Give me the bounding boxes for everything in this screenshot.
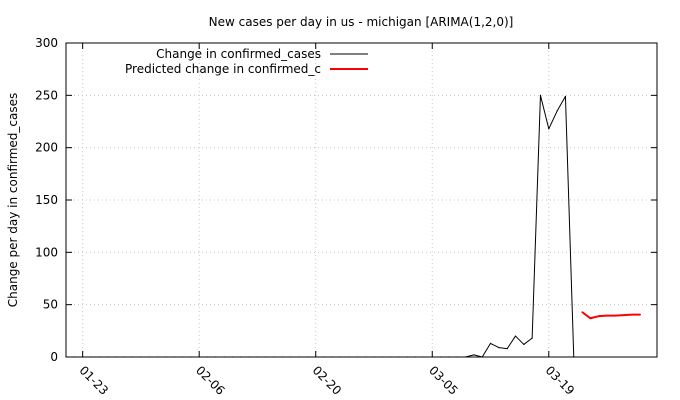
y-tick-label: 200 [35, 141, 58, 155]
data-point [623, 314, 625, 316]
y-tick-label: 100 [35, 245, 58, 259]
data-point [489, 342, 492, 344]
data-point [606, 315, 608, 317]
series [73, 94, 641, 358]
series-line-1 [74, 94, 575, 358]
data-point [581, 311, 583, 313]
data-point [598, 315, 600, 317]
data-point [539, 94, 542, 96]
y-tick-label: 250 [35, 88, 58, 102]
data-point [473, 354, 475, 356]
data-point [564, 95, 567, 97]
data-point [523, 343, 525, 346]
grid [66, 43, 657, 357]
data-point [531, 337, 533, 339]
data-point [548, 128, 550, 130]
chart-title: New cases per day in us - michigan [ARIM… [209, 15, 514, 29]
legend-label: Change in confirmed_cases [156, 47, 321, 61]
data-point [514, 335, 517, 337]
y-tick-label: 0 [50, 350, 58, 364]
data-point [631, 314, 633, 316]
data-point [506, 348, 508, 350]
data-point [589, 317, 592, 319]
x-tick-label: 03-19 [543, 363, 578, 398]
x-tick-label: 02-20 [310, 363, 345, 398]
data-point [556, 110, 558, 112]
y-tick-label: 150 [35, 193, 58, 207]
y-tick-label: 300 [35, 36, 58, 50]
x-tick-label: 02-06 [193, 363, 228, 398]
y-axis-label: Change per day in confirmed_cases [6, 93, 20, 308]
data-point [498, 346, 500, 349]
series-line-2 [581, 311, 641, 320]
x-tick-label: 01-23 [77, 363, 112, 398]
legend-label: Predicted change in confirmed_c [125, 62, 321, 76]
data-point [639, 314, 641, 316]
x-tick-label: 03-05 [426, 363, 461, 398]
axes: 0 50 100 150 200 250 300 01-23 02-06 02-20 03-05 03… [35, 36, 657, 398]
plot-frame [65, 42, 658, 358]
data-point [614, 315, 616, 317]
y-tick-label: 50 [43, 298, 58, 312]
